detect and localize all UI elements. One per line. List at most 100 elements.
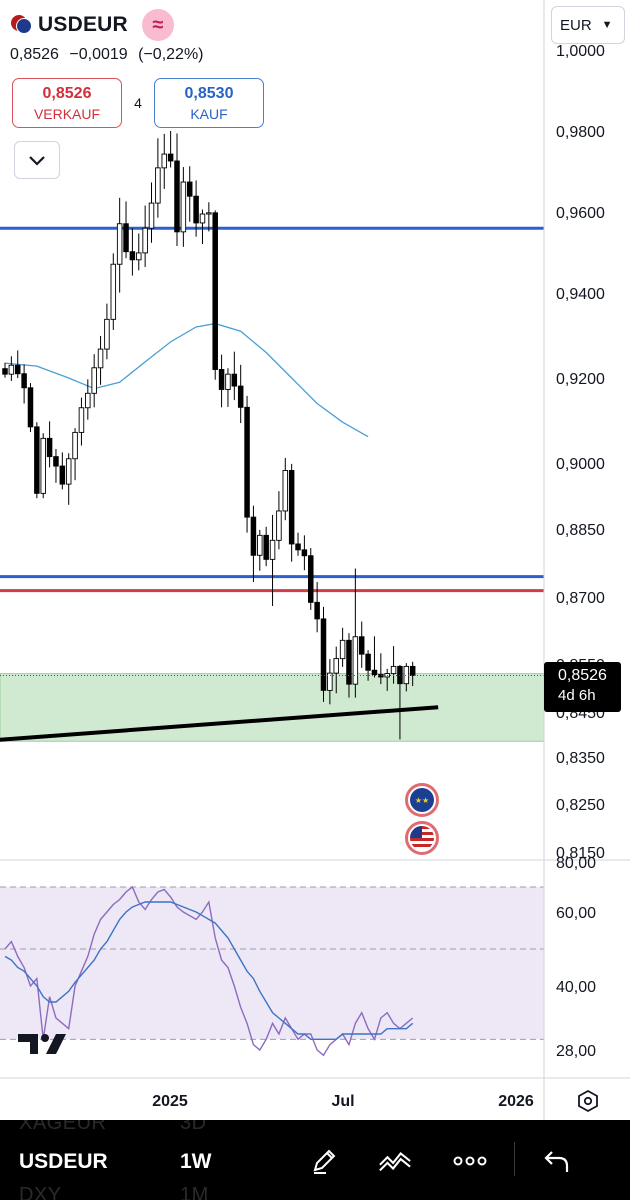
chevron-down-icon: ▼ — [601, 19, 613, 31]
candle-body — [206, 212, 212, 215]
tradingview-logo-icon[interactable] — [18, 1032, 66, 1056]
candle — [276, 491, 282, 550]
price-summary: 0,8526 −0,0019 (−0,22%) — [10, 46, 210, 64]
candle-body — [263, 534, 269, 560]
candle — [269, 514, 276, 606]
candle — [288, 463, 295, 562]
candle-body — [288, 470, 295, 545]
candle-body — [65, 458, 72, 485]
candle — [116, 197, 123, 293]
candle — [27, 383, 34, 432]
candle — [339, 627, 346, 667]
rsi-line — [4, 885, 414, 1057]
candle — [186, 166, 193, 222]
candle — [142, 205, 148, 268]
symbol-name[interactable]: USDEUR — [38, 13, 128, 36]
eu-flag-icon[interactable]: ★★ — [405, 783, 439, 817]
candle — [21, 364, 27, 404]
rsi-tick-label: 60,00 — [556, 905, 596, 922]
candle-body — [409, 665, 416, 676]
price-change-pct: (−0,22%) — [138, 46, 204, 63]
candle — [358, 621, 365, 668]
us-flag-icon[interactable] — [405, 821, 439, 855]
candle — [104, 303, 110, 360]
candle — [97, 335, 104, 385]
toolbar-interval[interactable]: 1W — [180, 1150, 212, 1173]
toolbar-separator — [514, 1142, 515, 1176]
last-price-label: 0,8526 4d 6h — [544, 662, 621, 712]
candle — [365, 650, 371, 681]
candle-body — [53, 456, 59, 467]
sell-button[interactable]: 0,8526 VERKAUF — [12, 78, 122, 128]
candle-body — [320, 618, 327, 691]
rsi-tick-label: 28,00 — [556, 1043, 596, 1060]
time-tick-label: Jul — [331, 1093, 354, 1110]
undo-icon[interactable] — [540, 1146, 574, 1176]
candle — [155, 138, 161, 218]
candle-body — [295, 543, 301, 551]
candle-body — [116, 223, 123, 265]
buy-price: 0,8530 — [184, 85, 234, 102]
sell-label: VERKAUF — [33, 106, 101, 122]
symbol-header: USDEUR ≈ 0,8526 −0,0019 (−0,22%) — [10, 8, 210, 64]
candle-body — [97, 348, 104, 369]
time-tick-label: 2025 — [152, 1093, 188, 1110]
candle — [174, 133, 180, 247]
candle — [110, 253, 117, 330]
candle-body — [40, 437, 46, 494]
candle — [53, 448, 59, 483]
candle — [301, 535, 308, 571]
candle — [85, 379, 91, 420]
candle-body — [276, 510, 282, 541]
candle-body — [339, 639, 346, 660]
candle-body — [110, 263, 117, 320]
ghost-symbol-below: DXY — [19, 1184, 62, 1200]
price-tick-label: 0,8250 — [556, 797, 605, 814]
indicators-icon[interactable] — [378, 1146, 412, 1176]
candle-body — [358, 636, 365, 655]
support-zone — [0, 673, 545, 742]
moving-average-line — [4, 322, 369, 438]
candle-body — [161, 153, 167, 169]
candle-body — [250, 516, 257, 556]
candle — [161, 133, 167, 189]
toolbar-symbol[interactable]: USDEUR — [19, 1150, 108, 1173]
buy-button[interactable]: 0,8530 KAUF — [154, 78, 264, 128]
price-tick-label: 0,9000 — [556, 456, 605, 473]
candle — [390, 646, 397, 684]
candle-body — [308, 555, 314, 603]
candle — [199, 209, 206, 244]
buy-label: KAUF — [190, 106, 228, 122]
candle-body — [85, 392, 91, 409]
collapse-button[interactable] — [14, 141, 60, 179]
trade-panel: 0,8526 VERKAUF 4 0,8530 KAUF — [12, 78, 264, 128]
rsi-tick-label: 40,00 — [556, 979, 596, 996]
usdeur-flag-icon — [10, 14, 32, 36]
pencil-icon[interactable] — [307, 1146, 341, 1176]
candle — [78, 397, 85, 446]
more-icon[interactable] — [453, 1146, 487, 1176]
candle — [8, 356, 15, 381]
candle-body — [244, 406, 250, 518]
candle — [218, 354, 225, 408]
price-tick-label: 0,9800 — [556, 124, 605, 141]
candle-body — [27, 387, 34, 428]
candle-body — [155, 167, 161, 204]
candle-body — [174, 160, 180, 233]
candle-body — [104, 318, 110, 350]
wave-badge-icon[interactable]: ≈ — [141, 9, 174, 41]
candle — [129, 228, 136, 276]
candle-body — [365, 653, 371, 671]
candle — [409, 661, 416, 687]
candle — [136, 233, 142, 271]
candle-body — [8, 364, 15, 375]
candle-body — [371, 669, 378, 676]
candle-body — [186, 181, 193, 197]
settings-hexagon-icon[interactable] — [572, 1085, 604, 1117]
candle — [148, 182, 155, 243]
candle-body — [333, 658, 339, 674]
candle-body — [346, 639, 352, 685]
candle — [34, 422, 40, 499]
currency-selector[interactable]: EUR ▼ — [551, 6, 625, 44]
